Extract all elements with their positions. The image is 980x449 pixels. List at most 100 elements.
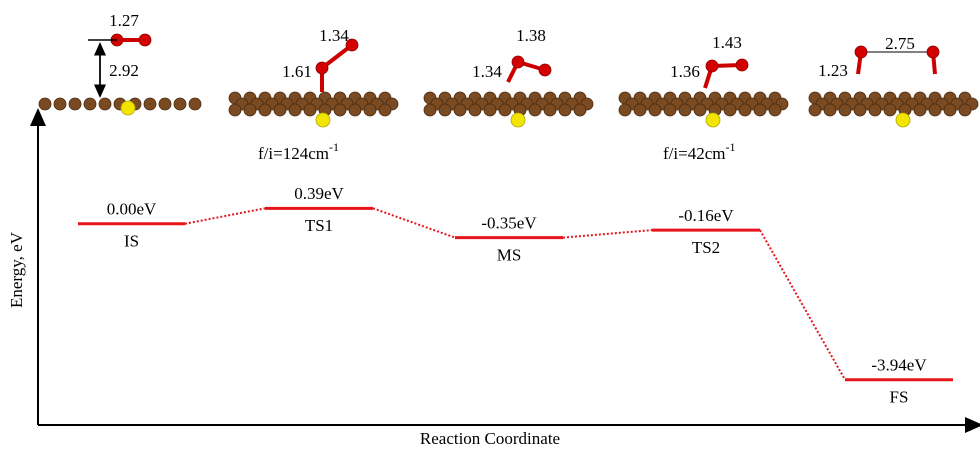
frequency-superscript: -1: [329, 140, 339, 154]
connector: [184, 207, 266, 225]
carbon-atom: [188, 97, 202, 111]
carbon-atom: [288, 103, 302, 117]
state-label: TS1: [305, 216, 333, 235]
carbon-atom: [258, 103, 272, 117]
bond-length-label: 1.61: [282, 62, 312, 81]
oxygen-atom: [854, 45, 868, 59]
structure: [808, 91, 979, 128]
state-label: IS: [124, 232, 139, 251]
carbon-atom: [333, 103, 347, 117]
carbon-atom: [453, 103, 467, 117]
state-label: MS: [497, 246, 522, 265]
carbon-atom: [483, 103, 497, 117]
carbon-atom: [363, 103, 377, 117]
value-label: -3.94eV: [871, 356, 927, 375]
carbon-atom: [678, 103, 692, 117]
carbon-atom: [868, 103, 882, 117]
carbon-atom: [573, 103, 587, 117]
carbon-atom: [663, 103, 677, 117]
carbon-atom: [303, 103, 317, 117]
carbon-atom: [273, 103, 287, 117]
carbon-atom: [543, 103, 557, 117]
value-label: -0.16eV: [678, 206, 734, 225]
carbon-atom: [838, 103, 852, 117]
structure: [618, 91, 789, 128]
y-axis-label: Energy, eV: [7, 231, 26, 308]
carbon-atom: [438, 103, 452, 117]
carbon-atom: [228, 103, 242, 117]
carbon-atom: [928, 103, 942, 117]
carbon-atom: [808, 103, 822, 117]
oxygen-atom: [926, 45, 940, 59]
carbon-atom: [883, 103, 897, 117]
carbon-atom: [348, 103, 362, 117]
structure: [423, 91, 594, 128]
carbon-atom: [143, 97, 157, 111]
carbon-atom: [68, 97, 82, 111]
carbon-atom: [158, 97, 172, 111]
carbon-atom: [498, 103, 512, 117]
carbon-atom: [913, 103, 927, 117]
oxygen-atom: [345, 38, 359, 52]
carbon-atom: [243, 103, 257, 117]
bond-length-label: 2.92: [109, 61, 139, 80]
sulfur-atom: [315, 112, 331, 128]
oxygen-atom: [705, 59, 719, 73]
carbon-atom: [943, 103, 957, 117]
connector: [372, 207, 456, 239]
carbon-atom: [98, 97, 112, 111]
bond-length-label: 1.34: [472, 62, 502, 81]
carbon-atom: [768, 103, 782, 117]
carbon-atom: [618, 103, 632, 117]
bond-length-label: 1.38: [516, 26, 546, 45]
carbon-atom: [173, 97, 187, 111]
oxygen-atom: [315, 61, 329, 75]
frequency-text: f/i=42cm: [663, 144, 725, 163]
frequency-superscript: -1: [725, 140, 735, 154]
carbon-atom: [83, 97, 97, 111]
oxygen-atom: [511, 55, 525, 69]
connector: [562, 229, 653, 239]
carbon-atom: [558, 103, 572, 117]
sulfur-atom: [510, 112, 526, 128]
structure: [38, 97, 202, 116]
value-label: -0.35eV: [481, 214, 537, 233]
structure: [228, 91, 399, 128]
carbon-atom: [53, 97, 67, 111]
state-label: TS2: [692, 238, 720, 257]
bond-length-label: 1.27: [109, 11, 139, 30]
value-label: 0.00eV: [107, 200, 157, 219]
carbon-atom: [633, 103, 647, 117]
oxygen-atom: [138, 33, 152, 47]
oxygen-atom: [538, 63, 552, 77]
frequency-text: f/i=124cm: [258, 144, 329, 163]
carbon-atom: [693, 103, 707, 117]
carbon-atom: [753, 103, 767, 117]
sulfur-atom: [705, 112, 721, 128]
frequency-label: f/i=124cm-1: [258, 140, 339, 163]
carbon-atom: [468, 103, 482, 117]
x-axis-label: Reaction Coordinate: [420, 429, 560, 448]
carbon-atom: [823, 103, 837, 117]
bond-length-label: 1.36: [670, 62, 700, 81]
carbon-atom: [853, 103, 867, 117]
connector: [759, 229, 846, 381]
state-label: FS: [890, 388, 909, 407]
sulfur-atom: [895, 112, 911, 128]
bond-length-label: 1.43: [712, 33, 742, 52]
carbon-atom: [423, 103, 437, 117]
oxygen-atom: [735, 58, 749, 72]
bond-length-label: 2.75: [885, 34, 915, 53]
carbon-atom: [958, 103, 972, 117]
carbon-atom: [378, 103, 392, 117]
carbon-atom: [38, 97, 52, 111]
bond-length-label: 1.23: [818, 61, 848, 80]
sulfur-atom: [120, 100, 136, 116]
value-label: 0.39eV: [294, 184, 344, 203]
bond-length-label: 1.34: [319, 26, 349, 45]
frequency-label: f/i=42cm-1: [663, 140, 735, 163]
carbon-atom: [723, 103, 737, 117]
carbon-atom: [648, 103, 662, 117]
carbon-atom: [528, 103, 542, 117]
